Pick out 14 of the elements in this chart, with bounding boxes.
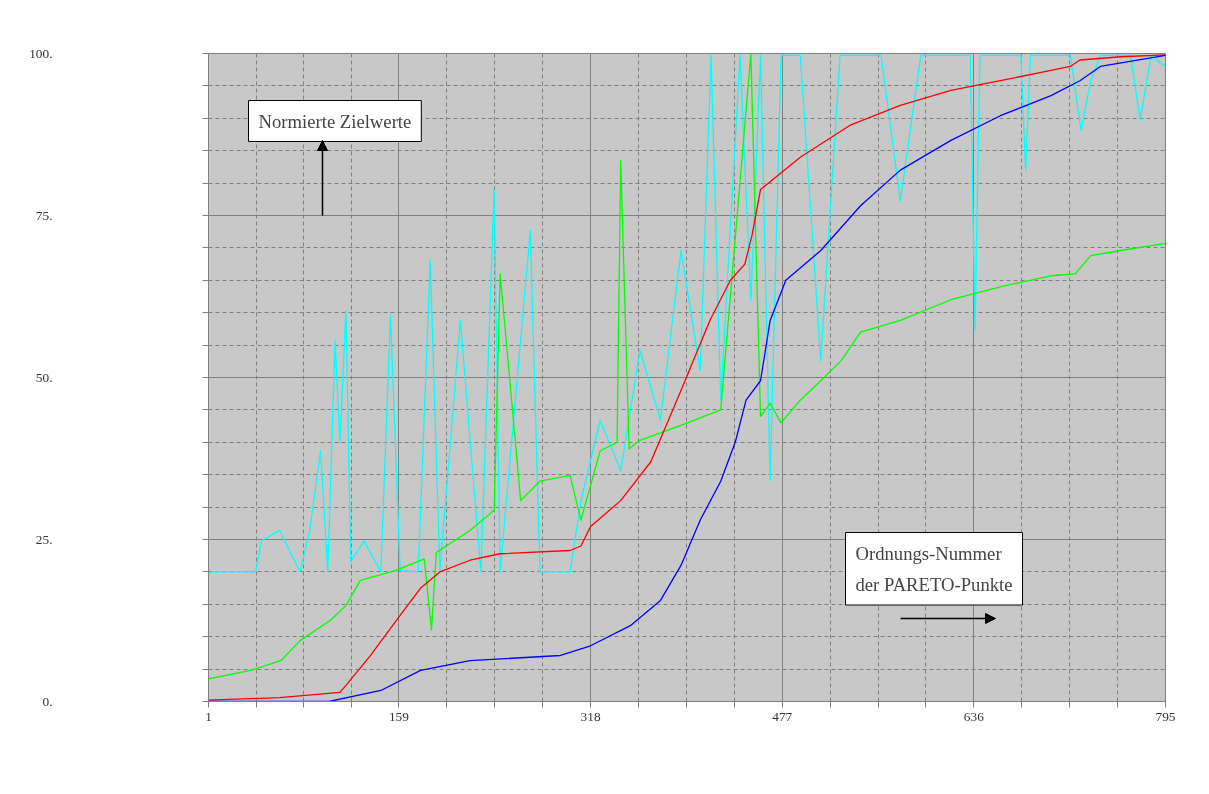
x-tick-label: 636 <box>963 708 985 724</box>
y-tick-label: 100. <box>29 45 53 61</box>
x-tick-label: 159 <box>388 708 410 724</box>
y-tick-label: 25. <box>35 531 53 547</box>
annotation: Normierte Zielwerte <box>258 110 412 132</box>
y-tick-label: 0. <box>42 693 53 709</box>
annotation: Ordnungs-Nummer der PARETO-Punkte <box>855 542 1013 595</box>
x-tick-label: 318 <box>580 708 601 724</box>
y-tick-label: 50. <box>35 369 53 385</box>
x-tick-label: 795 <box>1155 708 1176 724</box>
x-tick-label: 477 <box>772 708 793 724</box>
line-series <box>208 54 1166 573</box>
x-tick-label: 1 <box>205 708 212 724</box>
y-tick-label: 75. <box>35 207 53 223</box>
